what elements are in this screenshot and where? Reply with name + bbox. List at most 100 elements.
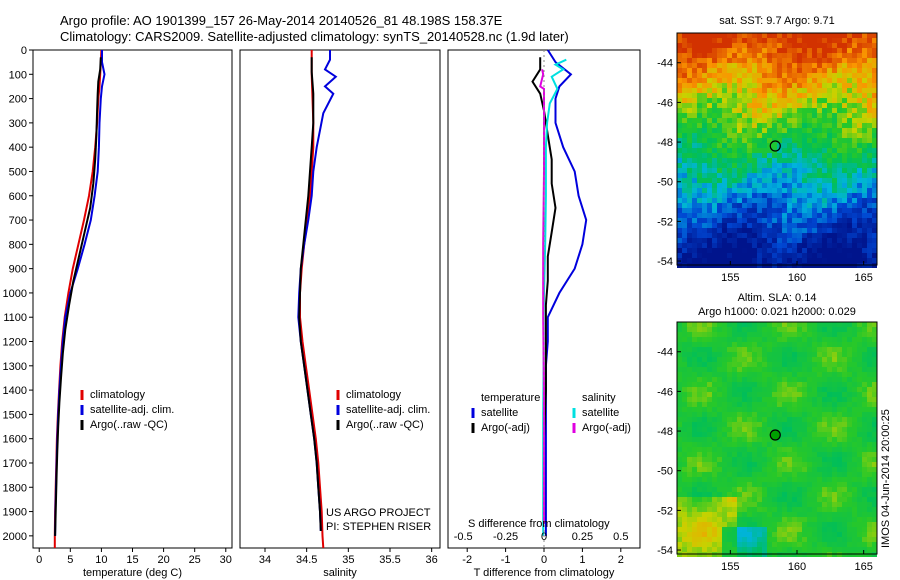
sla-map-cell	[752, 537, 757, 542]
sst-map-cell	[782, 68, 787, 73]
sst-map-cell	[722, 248, 727, 253]
sla-map-cell	[852, 402, 857, 407]
sst-map-cell	[802, 93, 807, 98]
sst-map-cell	[832, 238, 837, 243]
sla-map-cell	[762, 432, 767, 437]
sst-map-cell	[742, 43, 747, 48]
sst-map-cell	[867, 248, 872, 253]
sst-map-cell	[802, 58, 807, 63]
sst-map-cell	[817, 138, 822, 143]
sla-map-cell	[832, 337, 837, 342]
sla-map-cell	[867, 442, 872, 447]
sla-map-cell	[802, 502, 807, 507]
sst-map-cell	[712, 148, 717, 153]
sst-map-cell	[727, 58, 732, 63]
sst-map-cell	[787, 48, 792, 53]
sla-map-cell	[747, 377, 752, 382]
sla-map-cell	[697, 542, 702, 547]
sla-map-cell	[822, 337, 827, 342]
sst-map-cell	[727, 143, 732, 148]
sla-map-cell	[677, 387, 682, 392]
sla-map-cell	[747, 357, 752, 362]
sla-map-cell	[817, 492, 822, 497]
sst-map-cell	[692, 158, 697, 163]
sla-map-cell	[787, 532, 792, 537]
sst-map-cell	[872, 193, 877, 198]
sla-map-cell	[767, 417, 772, 422]
sla-map-cell	[682, 367, 687, 372]
sla-map-cell	[862, 422, 867, 427]
sla-map-cell	[717, 427, 722, 432]
sst-map-cell	[847, 218, 852, 223]
sla-map-cell	[752, 372, 757, 377]
argo-position-marker	[769, 429, 781, 441]
sst-map-cell	[707, 213, 712, 218]
sst-map-cell	[717, 193, 722, 198]
sst-map-cell	[807, 238, 812, 243]
sst-map-cell	[797, 138, 802, 143]
sst-map-cell	[777, 238, 782, 243]
sst-map-cell	[772, 208, 777, 213]
sst-map-cell	[857, 83, 862, 88]
sst-map-cell	[847, 118, 852, 123]
sla-map-cell	[757, 412, 762, 417]
sst-map-cell	[727, 83, 732, 88]
sst-map-cell	[737, 93, 742, 98]
sla-map-cell	[732, 367, 737, 372]
sla-map-cell	[712, 382, 717, 387]
sla-map-cell	[707, 362, 712, 367]
sst-map-cell	[747, 128, 752, 133]
sla-map-cell	[792, 387, 797, 392]
sla-map-cell	[757, 452, 762, 457]
sst-map-cell	[867, 48, 872, 53]
sla-map-cell	[867, 547, 872, 552]
sla-map-cell	[732, 392, 737, 397]
sla-map-cell	[827, 362, 832, 367]
sst-map-cell	[792, 178, 797, 183]
footer-pi: PI: STEPHEN RISER	[326, 521, 431, 533]
sla-map-cell	[832, 532, 837, 537]
sla-map-cell	[847, 462, 852, 467]
footer-project: US ARGO PROJECT	[326, 507, 431, 519]
sst-map-cell	[692, 203, 697, 208]
sla-map-cell	[752, 482, 757, 487]
sla-map-cell	[727, 342, 732, 347]
sla-map-cell	[802, 547, 807, 552]
sst-map-cell	[837, 158, 842, 163]
sla-map-cell	[757, 492, 762, 497]
sla-map-cell	[677, 512, 682, 517]
sst-map-cell	[767, 58, 772, 63]
sla-map-cell	[757, 352, 762, 357]
sla-map-cell	[867, 542, 872, 547]
sla-map-cell	[787, 332, 792, 337]
sst-map-cell	[702, 93, 707, 98]
sla-map-cell	[732, 382, 737, 387]
sla-map-cell	[847, 507, 852, 512]
sla-map-cell	[792, 377, 797, 382]
sla-map-cell	[757, 522, 762, 527]
sst-map-cell	[852, 223, 857, 228]
sla-map-cell	[707, 352, 712, 357]
sla-map-cell	[867, 482, 872, 487]
sst-map-cell	[682, 98, 687, 103]
sst-map-cell	[862, 118, 867, 123]
sla-map-cell	[732, 427, 737, 432]
sla-map-cell	[832, 387, 837, 392]
sst-map-cell	[687, 68, 692, 73]
sst-map-cell	[777, 183, 782, 188]
sla-map-cell	[772, 517, 777, 522]
sla-map-cell	[697, 397, 702, 402]
sla-map-cell	[692, 362, 697, 367]
sst-map-cell	[837, 193, 842, 198]
sla-map-cell	[742, 537, 747, 542]
sst-map-cell	[817, 113, 822, 118]
sla-map-cell	[767, 412, 772, 417]
sst-map-cell	[797, 38, 802, 43]
sla-map-cell	[827, 532, 832, 537]
map-y-tick-label: -50	[657, 466, 673, 478]
sst-map-cell	[762, 138, 767, 143]
sla-map-cell	[732, 332, 737, 337]
sla-map-cell	[762, 357, 767, 362]
sla-map-cell	[787, 487, 792, 492]
sst-map-cell	[812, 148, 817, 153]
